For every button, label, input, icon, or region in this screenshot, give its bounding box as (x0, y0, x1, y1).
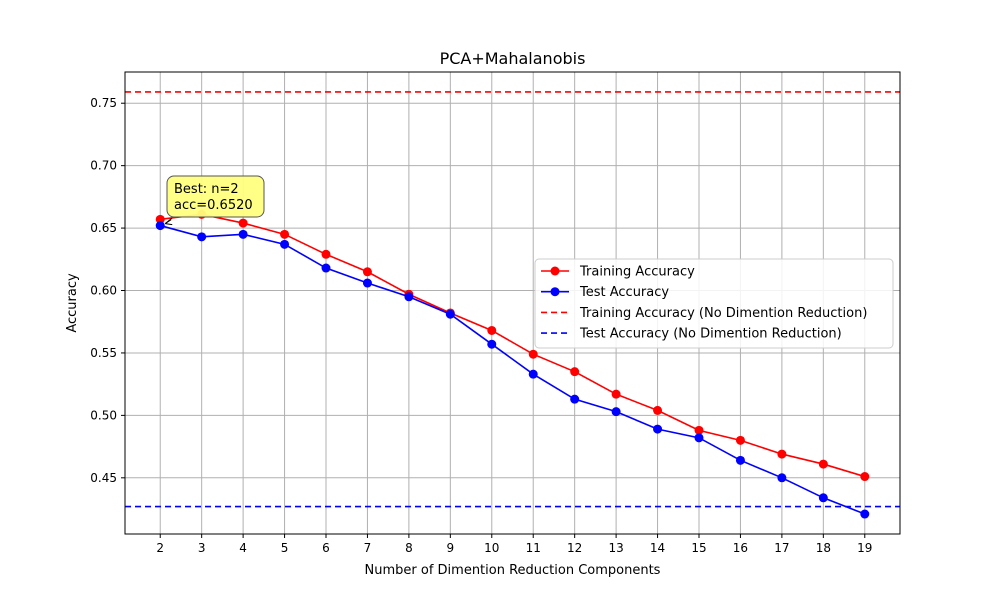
y-tick-label: 0.60 (90, 284, 117, 298)
x-tick-label: 7 (364, 541, 372, 555)
x-tick-label: 3 (198, 541, 206, 555)
test-accuracy-point (528, 369, 538, 379)
test-accuracy-point (860, 509, 870, 519)
test-accuracy-point (570, 394, 580, 404)
x-tick-label: 14 (650, 541, 665, 555)
training-accuracy-point (611, 389, 621, 399)
x-tick-label: 12 (567, 541, 582, 555)
training-accuracy-point (818, 459, 828, 469)
test-accuracy-point (735, 455, 745, 465)
training-accuracy-point (735, 435, 745, 445)
x-tick-label: 18 (816, 541, 831, 555)
x-tick-label: 15 (691, 541, 706, 555)
annotation-line-1: Best: n=2 (174, 182, 239, 197)
training-accuracy-point (570, 367, 580, 377)
y-tick-label: 0.50 (90, 408, 117, 422)
x-tick-label: 2 (156, 541, 164, 555)
test-accuracy-point (362, 278, 372, 288)
training-accuracy-point (362, 267, 372, 277)
test-accuracy-point (611, 407, 621, 417)
x-tick-label: 9 (447, 541, 455, 555)
test-accuracy-point (487, 339, 497, 349)
x-axis-label: Number of Dimention Reduction Components (365, 563, 661, 578)
training-accuracy-point (860, 472, 870, 482)
x-tick-label: 13 (608, 541, 623, 555)
test-accuracy-line (160, 224, 866, 515)
series-group (155, 209, 870, 519)
test-accuracy-point (694, 433, 704, 443)
annotation-box (166, 175, 265, 218)
training-accuracy-point (238, 218, 248, 228)
test-accuracy-point (404, 292, 414, 302)
training-accuracy-line (160, 213, 866, 478)
legend-label: Test Accuracy (No Dimention Reduction) (579, 327, 842, 342)
y-tick-label: 0.65 (90, 221, 117, 235)
reference-lines (125, 91, 900, 508)
annotation-line-2: acc=0.6520 (174, 198, 253, 213)
legend: Training Accuracy Test Accuracy Training A… (534, 258, 894, 349)
x-tick-label: 5 (281, 541, 289, 555)
legend-box (534, 258, 894, 349)
training-accuracy-point (155, 214, 165, 224)
training-accuracy-point (280, 229, 290, 239)
x-tick-label: 8 (405, 541, 413, 555)
legend-swatch-marker (550, 266, 560, 276)
x-tick-label: 4 (239, 541, 247, 555)
test-accuracy-point (238, 229, 248, 239)
legend-label: Training Accuracy (No Dimention Reductio… (579, 306, 867, 321)
y-tick-label: 0.55 (90, 346, 117, 360)
x-tick-label: 19 (857, 541, 872, 555)
x-tick-label: 6 (322, 541, 330, 555)
chart-title: PCA+Mahalanobis (440, 49, 586, 68)
training-accuracy-point (653, 405, 663, 415)
y-tick-label: 0.70 (90, 159, 117, 173)
y-tick-label: 0.75 (90, 96, 117, 110)
training-accuracy-point (694, 425, 704, 435)
x-tick-label: 17 (774, 541, 789, 555)
x-axis-ticks: 2 3 4 5 6 7 8 9 10 11 12 13 14 15 16 17 18 19 (156, 534, 872, 555)
training-accuracy-point (487, 325, 497, 335)
legend-label: Test Accuracy (579, 285, 669, 300)
test-accuracy-point (197, 232, 207, 242)
test-accuracy-point (445, 309, 455, 319)
x-tick-label: 11 (526, 541, 541, 555)
test-accuracy-point (777, 473, 787, 483)
test-accuracy-point (321, 263, 331, 273)
plot-frame (124, 71, 901, 535)
annotation-arrowhead (164, 219, 173, 226)
legend-label: Training Accuracy (579, 265, 695, 280)
test-accuracy-point (818, 493, 828, 503)
test-accuracy-point (280, 239, 290, 249)
training-accuracy-point (528, 349, 538, 359)
x-tick-label: 10 (484, 541, 499, 555)
y-axis-label: Accuracy (65, 273, 80, 333)
test-accuracy-point (155, 221, 165, 231)
x-tick-label: 16 (733, 541, 748, 555)
test-accuracy-point (653, 424, 663, 434)
y-axis-ticks: 0.45 0.50 0.55 0.60 0.65 0.70 0.75 (90, 96, 125, 485)
y-tick-label: 0.45 (90, 471, 117, 485)
legend-swatch-marker (550, 287, 560, 297)
training-accuracy-point (777, 449, 787, 459)
training-accuracy-point (321, 249, 331, 259)
